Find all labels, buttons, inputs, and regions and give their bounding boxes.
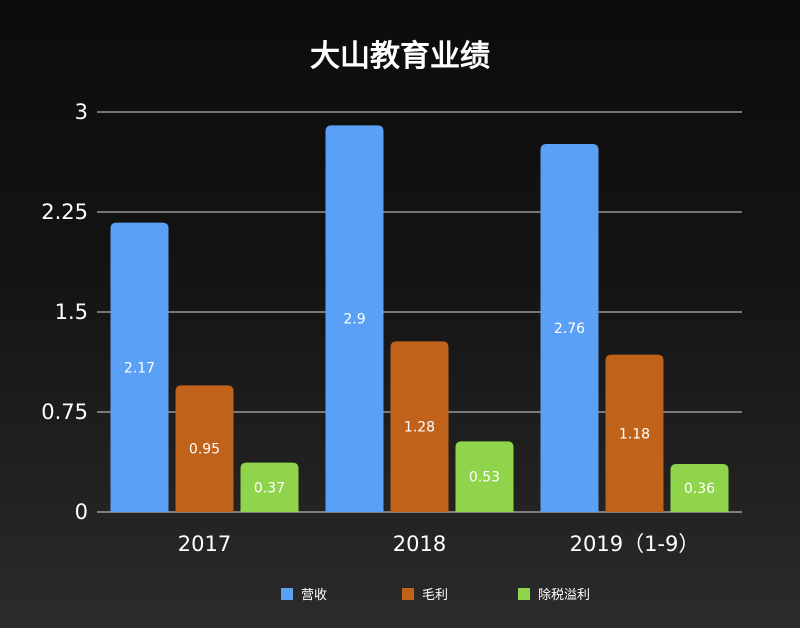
legend-swatch — [281, 588, 293, 600]
y-tick-label: 0 — [75, 500, 88, 524]
data-label: 0.36 — [684, 481, 715, 497]
x-tick-label: 2017 — [178, 532, 231, 556]
data-label: 1.28 — [404, 420, 435, 436]
legend-swatch — [402, 588, 414, 600]
data-label: 0.53 — [469, 470, 500, 486]
legend-swatch — [518, 588, 530, 600]
legend-label: 营收 — [301, 588, 327, 603]
y-tick-label: 0.75 — [41, 400, 88, 424]
bar-2-1 — [175, 385, 234, 512]
data-label: 0.37 — [254, 480, 285, 496]
x-tick-label: 2019（1-9） — [570, 532, 700, 556]
chart-title: 大山教育业绩 — [310, 39, 490, 74]
bar-1-3 — [540, 144, 599, 512]
bar-3-2 — [455, 441, 514, 512]
y-tick-label: 2.25 — [41, 200, 88, 224]
x-tick-label: 2018 — [393, 532, 446, 556]
bar-2-3 — [605, 354, 664, 512]
data-label: 0.95 — [189, 442, 220, 458]
y-tick-label: 3 — [75, 100, 88, 124]
legend: 营收 毛利 除税溢利 — [281, 588, 590, 603]
data-label: 2.76 — [554, 321, 585, 337]
bar-1-1 — [110, 222, 169, 512]
legend-label: 除税溢利 — [538, 588, 590, 603]
bar-2-2 — [390, 341, 449, 512]
data-label: 2.17 — [124, 360, 155, 376]
y-tick-label: 1.5 — [55, 300, 88, 324]
y-axis-ticks: 0 0.75 1.5 2.25 3 — [41, 100, 88, 524]
bars: 2.17 0.95 0.37 2.9 1.28 0.53 2.76 1.18 0.36 — [110, 125, 729, 512]
bar-3-3 — [670, 464, 729, 512]
data-label: 1.18 — [619, 426, 650, 442]
legend-label: 毛利 — [422, 588, 448, 603]
x-axis-labels: 2017 2018 2019（1-9） — [178, 532, 700, 556]
bar-1-2 — [325, 125, 384, 512]
bar-3-1 — [240, 462, 299, 512]
data-label: 2.9 — [343, 312, 365, 328]
